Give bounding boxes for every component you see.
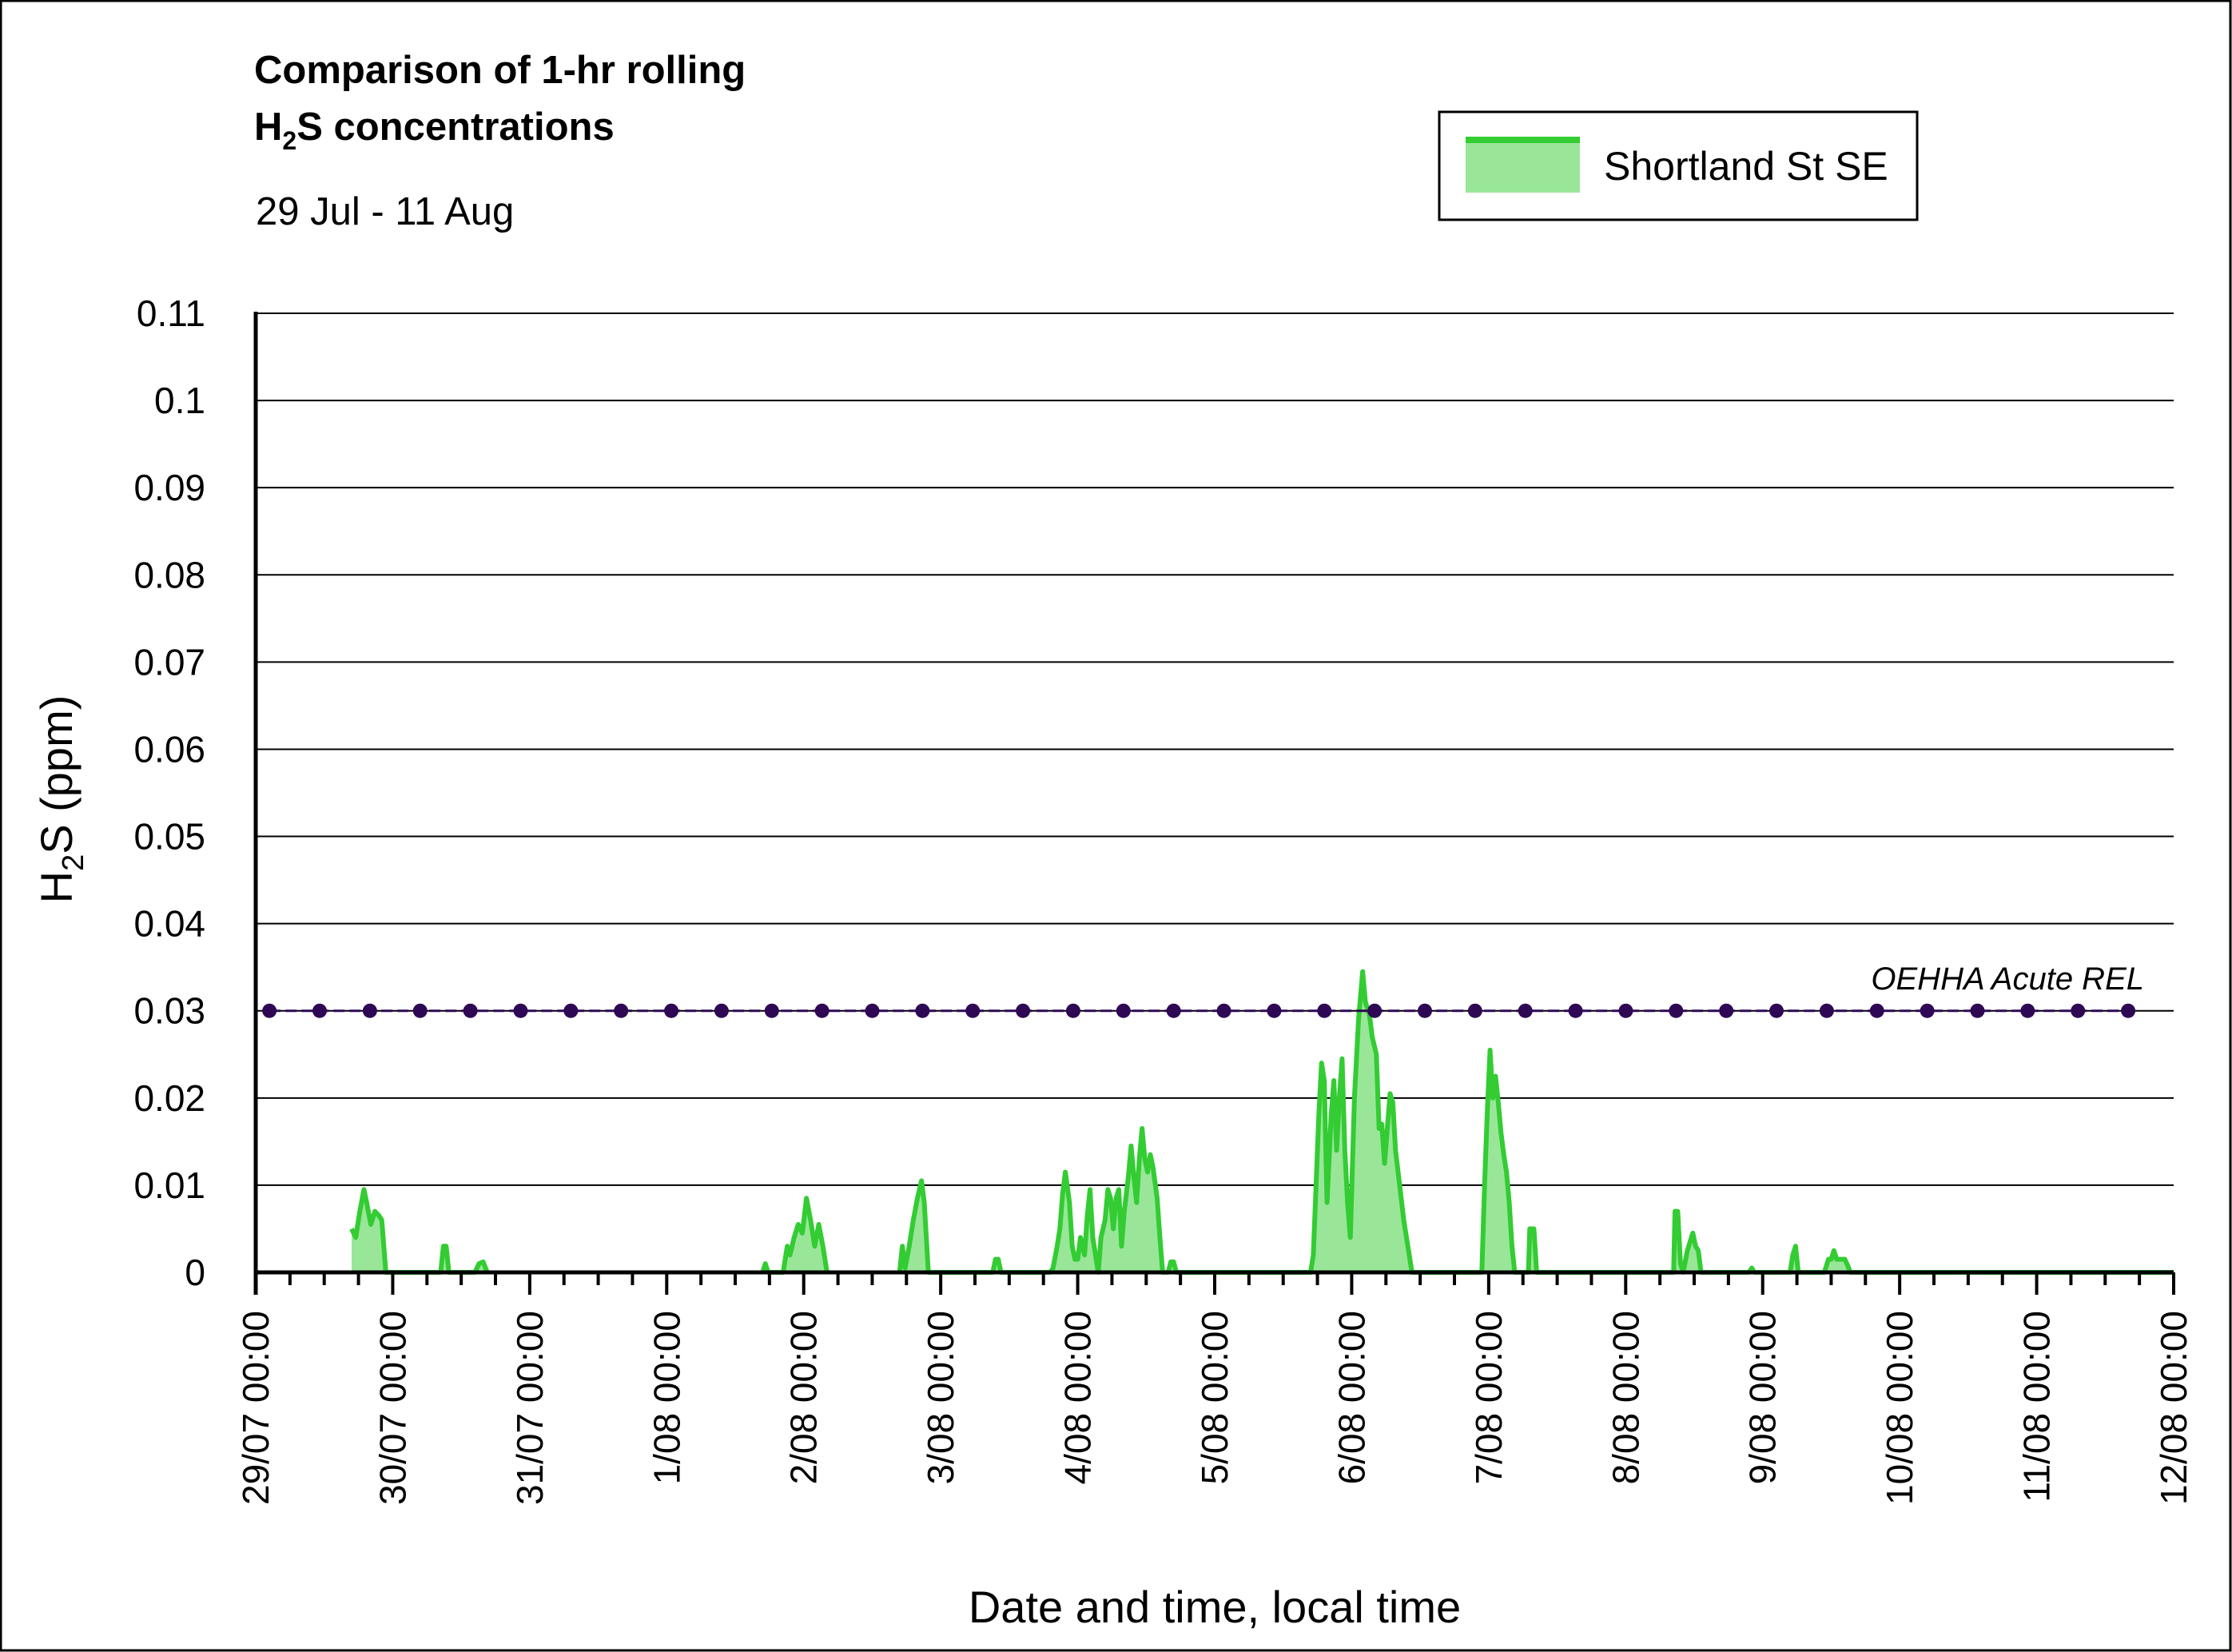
series-line-shortland-st-se — [897, 969, 2174, 1275]
reference-marker — [915, 1003, 930, 1018]
legend-swatch — [1466, 140, 1580, 193]
reference-marker — [1920, 1003, 1935, 1018]
reference-marker — [1166, 1003, 1181, 1018]
reference-marker — [1819, 1003, 1834, 1018]
y-tick-label: 0 — [185, 1252, 205, 1293]
reference-marker — [1116, 1003, 1131, 1018]
reference-marker — [1267, 1003, 1282, 1018]
reference-line-group — [262, 1003, 2140, 1018]
legend-entry-label: Shortland St SE — [1604, 144, 1888, 189]
chart-title-line1: Comparison of 1-hr rolling — [254, 49, 746, 92]
x-tick-label: 9/08 00:00 — [1742, 1311, 1784, 1484]
x-tick-label: 1/08 00:00 — [646, 1311, 687, 1484]
y-axis-ticks: 0 0.01 0.02 0.03 0.04 0.05 0.06 0.07 0.08 0.09 0.1… — [133, 293, 205, 1293]
reference-marker — [1769, 1003, 1784, 1018]
x-tick-label: 8/08 00:00 — [1605, 1311, 1646, 1484]
x-axis-ticks: 29/07 00:00 30/07 00:00 31/07 00:00 1/08 00… — [235, 1272, 2194, 1505]
reference-marker — [865, 1003, 880, 1018]
y-tick-label: 0.03 — [133, 990, 205, 1032]
reference-marker — [463, 1003, 478, 1018]
reference-marker — [614, 1003, 629, 1018]
x-tick-label: 4/08 00:00 — [1057, 1311, 1099, 1484]
reference-marker — [262, 1003, 277, 1018]
x-tick-label: 12/08 00:00 — [2153, 1311, 2194, 1505]
reference-marker — [1065, 1003, 1080, 1018]
y-tick-label: 0.08 — [133, 554, 205, 595]
y-tick-label: 0.07 — [133, 641, 205, 683]
y-tick-label: 0.01 — [133, 1164, 205, 1206]
reference-line-label: OEHHA Acute REL — [1871, 961, 2144, 997]
reference-marker — [1568, 1003, 1583, 1018]
reference-marker — [1216, 1003, 1231, 1018]
y-tick-label: 0.09 — [133, 467, 205, 508]
x-tick-label: 11/08 00:00 — [2016, 1311, 2058, 1503]
reference-marker — [2020, 1003, 2035, 1018]
y-tick-label: 0.11 — [137, 293, 205, 334]
reference-marker — [312, 1003, 328, 1018]
reference-marker — [563, 1003, 579, 1018]
reference-marker — [814, 1003, 830, 1018]
series-area — [762, 1198, 827, 1272]
x-tick-label: 2/08 00:00 — [783, 1311, 825, 1484]
x-tick-label: 6/08 00:00 — [1331, 1311, 1372, 1484]
reference-marker — [412, 1003, 428, 1018]
reference-marker — [513, 1003, 528, 1018]
reference-marker — [1317, 1003, 1332, 1018]
reference-marker — [1467, 1003, 1482, 1018]
x-tick-label: 10/08 00:00 — [1879, 1311, 1920, 1505]
chart-subtitle: 29 Jul - 11 Aug — [256, 190, 514, 233]
plot-area — [349, 969, 2174, 1275]
y-tick-label: 0.05 — [133, 816, 205, 858]
x-tick-label: 5/08 00:00 — [1194, 1311, 1235, 1484]
legend: Shortland St SE — [1438, 110, 1919, 221]
y-tick-label: 0.04 — [133, 903, 205, 945]
x-tick-label: 7/08 00:00 — [1468, 1311, 1510, 1484]
chart-title-line2: H2S concentrations — [254, 105, 615, 155]
x-tick-label: 30/07 00:00 — [372, 1311, 413, 1505]
reference-marker — [1016, 1003, 1031, 1018]
reference-marker — [1719, 1003, 1734, 1018]
reference-marker — [1417, 1003, 1432, 1018]
reference-marker — [2071, 1003, 2086, 1018]
reference-marker — [1618, 1003, 1633, 1018]
x-tick-label: 31/07 00:00 — [509, 1311, 551, 1505]
reference-marker — [362, 1003, 377, 1018]
reference-marker — [1970, 1003, 1985, 1018]
x-tick-label: 3/08 00:00 — [920, 1311, 961, 1484]
reference-marker — [1669, 1003, 1684, 1018]
reference-marker — [2121, 1003, 2136, 1018]
reference-marker — [965, 1003, 981, 1018]
y-tick-label: 0.06 — [133, 728, 205, 770]
reference-marker — [1367, 1003, 1383, 1018]
reference-marker — [1869, 1003, 1884, 1018]
x-axis-label: Date and time, local time — [969, 1582, 1461, 1632]
reference-marker — [764, 1003, 779, 1018]
y-tick-label: 0.1 — [154, 380, 205, 421]
x-tick-label: 29/07 00:00 — [235, 1311, 277, 1505]
y-axis-label: H2S (ppm) — [31, 695, 90, 904]
reference-marker — [664, 1003, 679, 1018]
y-tick-label: 0.02 — [133, 1077, 205, 1119]
reference-marker — [714, 1003, 729, 1018]
reference-marker — [1518, 1003, 1533, 1018]
